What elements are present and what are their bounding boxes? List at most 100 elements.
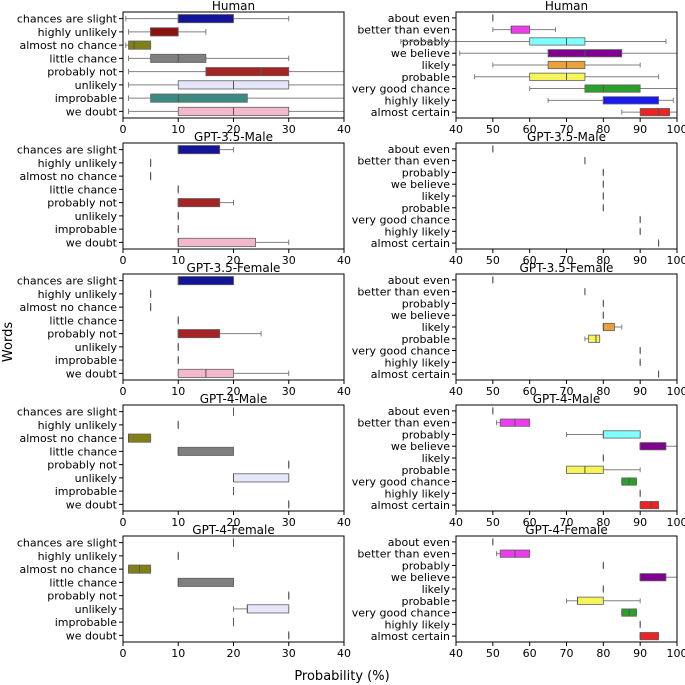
box-plot — [177, 237, 290, 247]
box-iqr — [602, 322, 615, 332]
x-tick-label: 90 — [633, 647, 647, 660]
panel-frame — [122, 273, 345, 381]
box-iqr — [233, 473, 290, 483]
box-plot — [547, 96, 674, 105]
category-label: likely — [422, 190, 451, 203]
box-iqr — [529, 37, 586, 46]
x-tick-label: 50 — [486, 516, 500, 529]
panel-frame — [455, 142, 678, 250]
x-tick-label: 20 — [227, 647, 241, 660]
category-label: probable — [401, 333, 450, 346]
box-plot — [400, 37, 667, 46]
category-label: likely — [422, 321, 451, 334]
x-tick-label: 60 — [523, 385, 537, 398]
box-plot — [529, 84, 678, 93]
box-plot — [177, 145, 234, 155]
panel-title: GPT-3.5-Female — [187, 261, 281, 275]
x-tick-label: 20 — [227, 123, 241, 136]
category-label: little chance — [49, 314, 117, 327]
category-label: almost no chance — [19, 432, 117, 445]
x-tick-label: 0 — [120, 123, 127, 136]
x-tick-label: 80 — [596, 516, 610, 529]
box-plot — [177, 329, 262, 339]
box-plot — [128, 93, 345, 103]
box-plot — [496, 549, 531, 558]
category-label: probable — [401, 595, 450, 608]
panel-title: GPT-4-Male — [533, 392, 600, 406]
box-iqr — [128, 433, 152, 443]
category-label: we doubt — [66, 105, 118, 118]
x-tick-label: 50 — [486, 254, 500, 267]
x-tick-label: 40 — [449, 647, 463, 660]
category-label: probably — [402, 428, 451, 441]
box-iqr — [128, 40, 152, 50]
x-tick-label: 30 — [282, 516, 296, 529]
chart-panel: GPT-3.5-Female 40 50 60 70 80 90 100 about evenb… — [352, 261, 685, 398]
box-iqr — [529, 72, 586, 81]
box-plot — [639, 442, 678, 451]
category-label: probably not — [47, 197, 117, 210]
x-tick-label: 50 — [486, 123, 500, 136]
x-tick-label: 0 — [120, 385, 127, 398]
category-label: probably not — [47, 66, 117, 79]
category-label: little chance — [49, 183, 117, 196]
category-label: highly unlikely — [38, 157, 118, 170]
x-tick-label: 20 — [227, 254, 241, 267]
box-plot — [128, 80, 345, 90]
category-label: about even — [388, 143, 450, 156]
box-plot — [125, 14, 290, 24]
panel-frame — [455, 273, 678, 381]
panel-title: GPT-3.5-Male — [527, 130, 606, 144]
category-label: probably — [402, 166, 451, 179]
x-tick-label: 0 — [120, 254, 127, 267]
box-plot — [566, 465, 641, 474]
box-iqr — [177, 145, 221, 155]
x-tick-label: 90 — [633, 254, 647, 267]
x-tick-label: 40 — [337, 647, 351, 660]
x-tick-label: 80 — [596, 254, 610, 267]
category-label: improbable — [55, 616, 118, 629]
box-iqr — [639, 573, 667, 582]
box-plot — [128, 433, 152, 443]
category-label: probably not — [47, 459, 117, 472]
category-label: highly likely — [385, 94, 451, 107]
box-plot — [621, 477, 637, 486]
box-plot — [621, 608, 637, 617]
x-tick-label: 100 — [667, 647, 685, 660]
category-label: we doubt — [66, 498, 118, 511]
x-tick-label: 70 — [560, 385, 574, 398]
box-iqr — [584, 84, 641, 93]
chart-panel: GPT-3.5-Female 0 10 20 30 40 chances are sligh… — [17, 261, 351, 398]
box-iqr — [602, 96, 659, 105]
box-iqr — [246, 604, 290, 614]
box-iqr — [639, 501, 659, 510]
category-label: we believe — [391, 571, 450, 584]
category-label: probable — [401, 464, 450, 477]
box-iqr — [177, 198, 221, 208]
box-plot — [128, 67, 345, 77]
box-plot — [639, 573, 678, 582]
box-iqr — [639, 442, 667, 451]
x-tick-label: 70 — [560, 123, 574, 136]
panel-frame — [455, 11, 678, 119]
category-label: very good chance — [352, 607, 451, 620]
x-tick-label: 10 — [171, 516, 185, 529]
category-label: little chance — [49, 445, 117, 458]
box-plot — [233, 604, 290, 614]
box-plot — [177, 276, 234, 286]
x-tick-label: 60 — [523, 647, 537, 660]
panel-title: Human — [545, 0, 588, 13]
x-tick-label: 30 — [282, 123, 296, 136]
box-iqr — [639, 108, 671, 117]
category-label: improbable — [55, 223, 118, 236]
x-tick-label: 50 — [486, 647, 500, 660]
category-label: very good chance — [352, 476, 451, 489]
panel-title: GPT-4-Female — [525, 523, 607, 537]
category-label: unlikely — [75, 472, 118, 485]
category-label: almost no chance — [19, 563, 117, 576]
category-label: we believe — [391, 47, 450, 60]
x-tick-label: 10 — [171, 385, 185, 398]
category-label: we doubt — [66, 367, 118, 380]
chart-panel: GPT-3.5-Male 0 10 20 30 40 chances are slighth… — [17, 130, 351, 267]
